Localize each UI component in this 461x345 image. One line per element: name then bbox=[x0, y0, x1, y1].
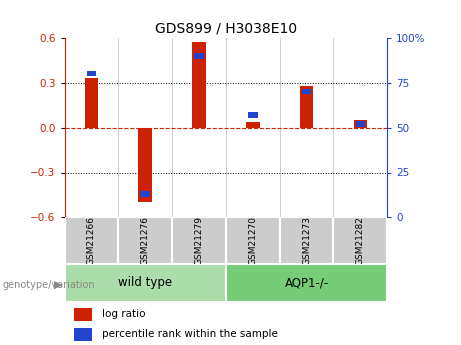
Bar bbox=[300, 86, 313, 128]
Text: GSM21273: GSM21273 bbox=[302, 216, 311, 265]
Bar bbox=[226, 217, 280, 264]
Text: GSM21276: GSM21276 bbox=[141, 216, 150, 265]
Bar bbox=[140, 191, 150, 197]
Bar bbox=[85, 78, 98, 128]
Bar bbox=[74, 328, 92, 341]
Bar bbox=[354, 120, 367, 128]
Text: genotype/variation: genotype/variation bbox=[2, 280, 95, 289]
Bar bbox=[333, 217, 387, 264]
Text: log ratio: log ratio bbox=[101, 309, 145, 319]
Text: GSM21282: GSM21282 bbox=[356, 216, 365, 265]
Bar bbox=[194, 53, 204, 59]
Bar bbox=[355, 121, 365, 127]
Bar bbox=[172, 217, 226, 264]
Text: ▶: ▶ bbox=[54, 280, 63, 289]
Text: GSM21266: GSM21266 bbox=[87, 216, 96, 265]
Text: wild type: wild type bbox=[118, 276, 172, 289]
Bar bbox=[246, 122, 260, 128]
Bar bbox=[118, 217, 172, 264]
Bar bbox=[138, 128, 152, 203]
Text: GSM21270: GSM21270 bbox=[248, 216, 257, 265]
Text: AQP1-/-: AQP1-/- bbox=[284, 276, 329, 289]
Bar bbox=[65, 264, 226, 302]
Text: percentile rank within the sample: percentile rank within the sample bbox=[101, 329, 278, 339]
Bar bbox=[280, 217, 333, 264]
Bar bbox=[87, 71, 96, 77]
Bar bbox=[192, 42, 206, 128]
Bar bbox=[65, 217, 118, 264]
Text: GSM21279: GSM21279 bbox=[195, 216, 203, 265]
Bar bbox=[248, 112, 258, 118]
Bar bbox=[301, 89, 311, 95]
Bar bbox=[226, 264, 387, 302]
Title: GDS899 / H3038E10: GDS899 / H3038E10 bbox=[155, 21, 297, 36]
Bar bbox=[74, 308, 92, 321]
